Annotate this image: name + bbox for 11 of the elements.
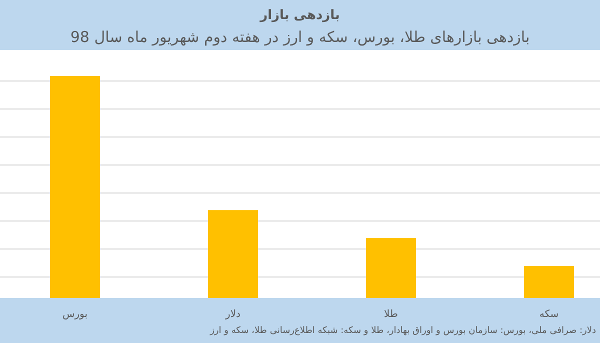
bar [524, 266, 574, 298]
x-tick-label: بورس [62, 309, 88, 320]
chart-subtitle: بازدهی بازارهای طلا، بورس، سکه و ارز در هفته دوم شهریور ماه سال 98 [70, 28, 530, 46]
bar [366, 238, 416, 298]
x-tick-label: سکه [539, 309, 559, 320]
chart-title: بازدهی بازار [259, 8, 340, 23]
x-tick-label: دلار [224, 309, 240, 320]
text: دلار: صرافی ملی، بورس: سازمان بورس و اوراق بهادار، طلا و سکه: شبکه اطلاع‌رسانی طلا، سکه و ارز [209, 326, 596, 336]
x-tick-label: طلا [384, 309, 398, 320]
bar [208, 210, 258, 298]
bar [50, 76, 100, 298]
